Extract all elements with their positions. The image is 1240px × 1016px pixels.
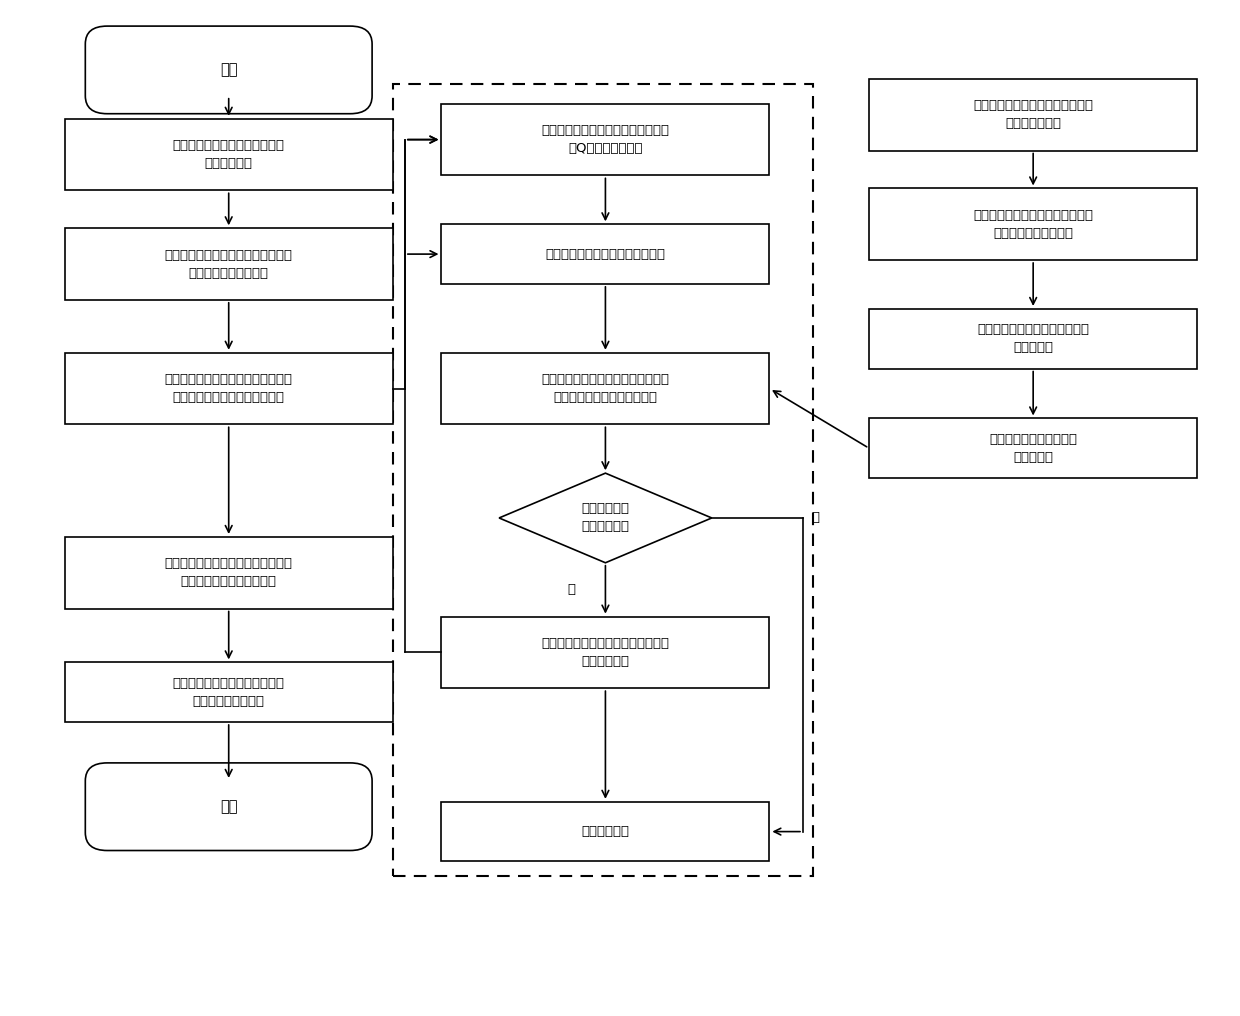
Text: 水库群防洪、发电与航运权重设置，
并将防洪、发电转化为约束条件: 水库群防洪、发电与航运权重设置， 并将防洪、发电转化为约束条件	[165, 373, 293, 404]
Text: 随机生成各级水库下泄流量组成的向
量Q，作为决策变量: 随机生成各级水库下泄流量组成的向 量Q，作为决策变量	[542, 124, 670, 155]
Bar	[869, 309, 1197, 369]
Text: 建立船舶在不同水位货物
载重判别表: 建立船舶在不同水位货物 载重判别表	[990, 433, 1078, 463]
Bar	[441, 802, 770, 862]
Text: 库区航道全年通航天数、不同时段发
船次数及装载系数确定: 库区航道全年通航天数、不同时段发 船次数及装载系数确定	[165, 249, 293, 279]
Bar	[64, 119, 393, 190]
Text: 否: 否	[568, 583, 575, 596]
Bar	[441, 225, 770, 283]
FancyBboxPatch shape	[86, 763, 372, 850]
Polygon shape	[498, 473, 712, 563]
Text: 选择决策变量个体进行差分变异、交
叉、选择操作: 选择决策变量个体进行差分变异、交 叉、选择操作	[542, 637, 670, 668]
Text: 依据通航能力判别表和目标函数进行
目标评价，与历史最优值比较: 依据通航能力判别表和目标函数进行 目标评价，与历史最优值比较	[542, 373, 670, 404]
Text: 是: 是	[811, 511, 820, 524]
Text: 开始: 开始	[219, 62, 237, 77]
Bar	[64, 229, 393, 300]
Bar	[64, 662, 393, 722]
Text: 水量平衡、水位、出力等约束处理: 水量平衡、水位、出力等约束处理	[546, 248, 666, 260]
Bar	[441, 104, 770, 176]
Bar	[869, 79, 1197, 150]
Text: 判断是否达到
最大迭代次数: 判断是否达到 最大迭代次数	[582, 503, 630, 533]
Text: 进行模糊聚类分析获得聚类中心
和阈值范围: 进行模糊聚类分析获得聚类中心 和阈值范围	[977, 323, 1089, 355]
Text: 入库径流、水库基本参数和运行
初始条件输入: 入库径流、水库基本参数和运行 初始条件输入	[172, 139, 285, 170]
Bar	[393, 84, 812, 877]
Text: 结束: 结束	[219, 800, 237, 814]
Text: 将所有组合进行一维水动力模拟计
算，获得样本特征矩阵: 将所有组合进行一维水动力模拟计 算，获得样本特征矩阵	[973, 208, 1094, 240]
Bar	[869, 188, 1197, 260]
Bar	[441, 353, 770, 425]
FancyBboxPatch shape	[86, 26, 372, 114]
Text: 由最优决策变量获得梯级库区航道最
大通过能力和最优水流条件: 由最优决策变量获得梯级库区航道最 大通过能力和最优水流条件	[165, 557, 293, 588]
Bar	[64, 536, 393, 609]
Text: 给出梯级水库群通航能力最大值
及水库最优运行方案: 给出梯级水库群通航能力最大值 及水库最优运行方案	[172, 677, 285, 708]
Bar	[64, 353, 393, 425]
Bar	[441, 617, 770, 688]
Bar	[869, 419, 1197, 479]
Text: 将水库水位和下泄流量区间以一定
步长离散并组合: 将水库水位和下泄流量区间以一定 步长离散并组合	[973, 100, 1094, 130]
Text: 优化过程结束: 优化过程结束	[582, 825, 630, 838]
